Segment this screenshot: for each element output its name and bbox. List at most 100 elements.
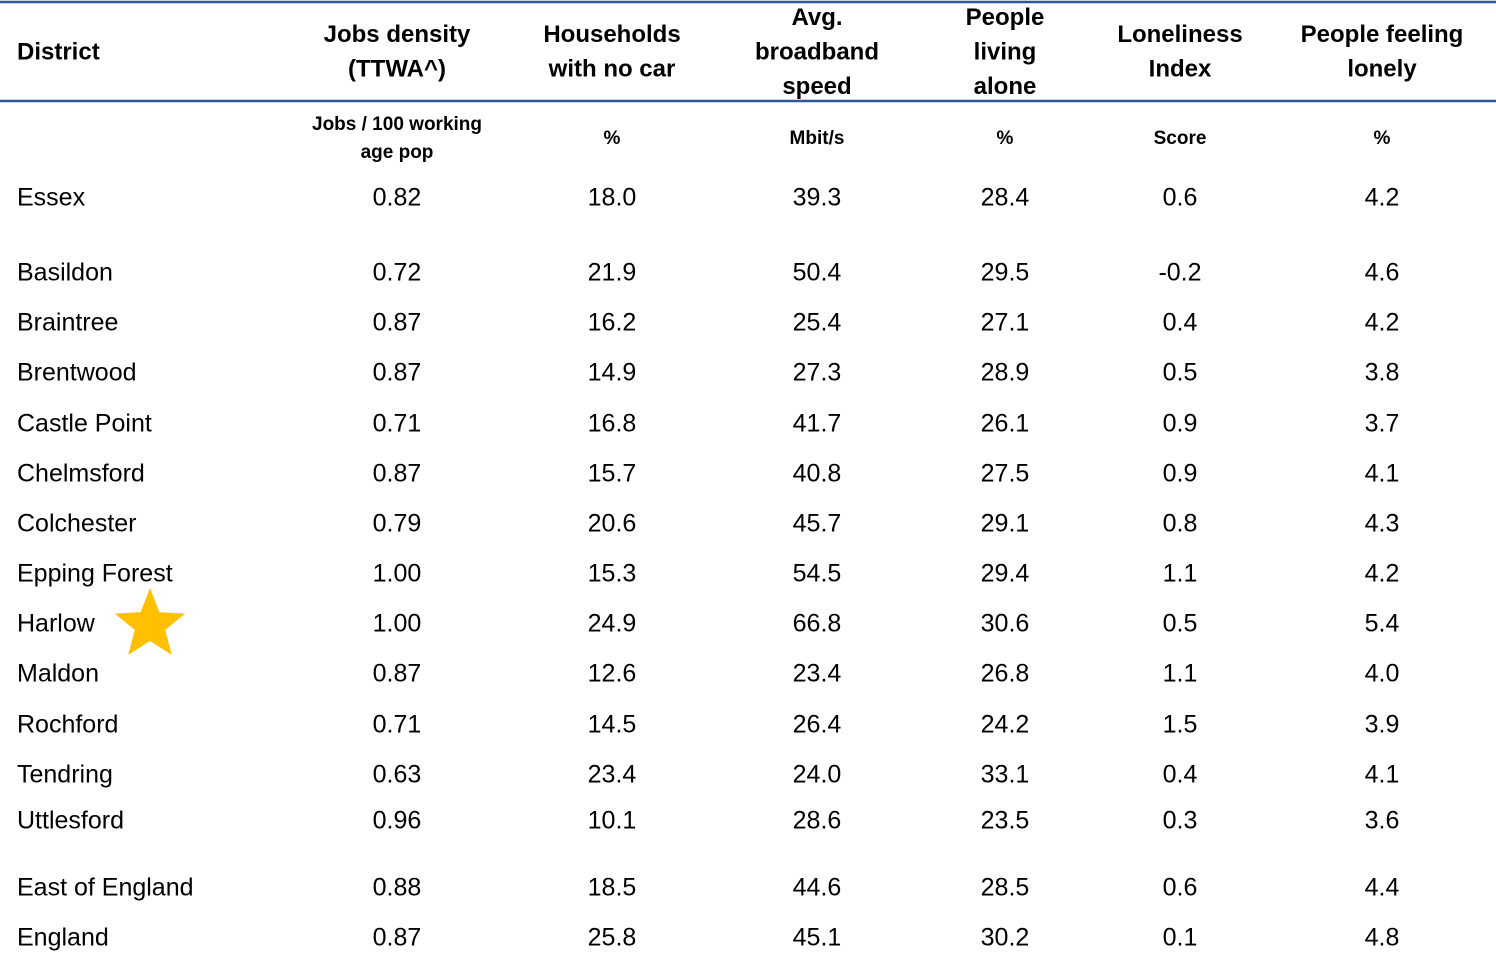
cell: 28.6 — [793, 807, 842, 835]
cell: 0.82 — [373, 184, 422, 212]
cell: 1.5 — [1163, 711, 1198, 739]
cell: 0.5 — [1163, 359, 1198, 387]
cell: 0.71 — [373, 711, 422, 739]
column-header: alone — [974, 73, 1037, 100]
cell: 0.3 — [1163, 807, 1198, 835]
row-label: Essex — [17, 184, 86, 212]
column-header: Jobs density — [324, 21, 471, 48]
cell: 1.1 — [1163, 560, 1198, 588]
column-header: Loneliness — [1117, 21, 1242, 48]
cell: 45.1 — [793, 924, 842, 952]
cell: 4.8 — [1365, 924, 1400, 952]
cell: 23.4 — [588, 761, 637, 789]
column-header: living — [974, 38, 1037, 65]
row-label: England — [17, 924, 109, 952]
cell: 0.6 — [1163, 874, 1198, 902]
cell: 30.2 — [981, 924, 1030, 952]
cell: 0.8 — [1163, 510, 1198, 538]
row-label: Castle Point — [17, 410, 152, 438]
cell: 20.6 — [588, 510, 637, 538]
cell: 0.4 — [1163, 309, 1198, 337]
cell: 3.8 — [1365, 359, 1400, 387]
cell: 26.1 — [981, 410, 1030, 438]
cell: 1.00 — [373, 610, 422, 638]
cell: 0.87 — [373, 660, 422, 688]
cell: 0.87 — [373, 359, 422, 387]
cell: 14.5 — [588, 711, 637, 739]
cell: 4.2 — [1365, 560, 1400, 588]
unit-label: % — [604, 128, 621, 149]
cell: 45.7 — [793, 510, 842, 538]
column-header: lonely — [1347, 56, 1417, 83]
cell: 10.1 — [588, 807, 637, 835]
cell: 4.1 — [1365, 460, 1400, 488]
cell: 24.2 — [981, 711, 1030, 739]
column-header: People feeling — [1301, 21, 1464, 48]
unit-label: Mbit/s — [790, 128, 845, 149]
cell: 4.2 — [1365, 184, 1400, 212]
cell: 29.4 — [981, 560, 1030, 588]
unit-label: Jobs / 100 working — [312, 114, 482, 135]
cell: 0.72 — [373, 259, 422, 287]
row-label: Braintree — [17, 309, 118, 337]
cell: 27.3 — [793, 359, 842, 387]
cell: 29.5 — [981, 259, 1030, 287]
cell: 1.00 — [373, 560, 422, 588]
cell: 30.6 — [981, 610, 1030, 638]
cell: 50.4 — [793, 259, 842, 287]
cell: 21.9 — [588, 259, 637, 287]
cell: 44.6 — [793, 874, 842, 902]
cell: 23.4 — [793, 660, 842, 688]
cell: 4.1 — [1365, 761, 1400, 789]
cell: 15.7 — [588, 460, 637, 488]
column-header: District — [17, 38, 100, 65]
cell: 0.87 — [373, 309, 422, 337]
cell: 23.5 — [981, 807, 1030, 835]
cell: 4.6 — [1365, 259, 1400, 287]
column-header: broadband — [755, 38, 879, 65]
row-label: Rochford — [17, 711, 118, 739]
cell: 4.2 — [1365, 309, 1400, 337]
cell: 26.8 — [981, 660, 1030, 688]
cell: 0.6 — [1163, 184, 1198, 212]
cell: 0.88 — [373, 874, 422, 902]
cell: 0.4 — [1163, 761, 1198, 789]
cell: 3.7 — [1365, 410, 1400, 438]
cell: 33.1 — [981, 761, 1030, 789]
cell: 0.63 — [373, 761, 422, 789]
cell: 0.5 — [1163, 610, 1198, 638]
column-header: Index — [1149, 56, 1212, 83]
row-label: Maldon — [17, 660, 99, 688]
cell: 24.0 — [793, 761, 842, 789]
cell: 0.9 — [1163, 460, 1198, 488]
cell: 16.2 — [588, 309, 637, 337]
unit-label: % — [1374, 128, 1391, 149]
column-header: (TTWA^) — [348, 56, 446, 83]
cell: 0.87 — [373, 924, 422, 952]
cell: 26.4 — [793, 711, 842, 739]
cell: 5.4 — [1365, 610, 1400, 638]
unit-label: age pop — [361, 142, 434, 163]
cell: 25.8 — [588, 924, 637, 952]
cell: 4.4 — [1365, 874, 1400, 902]
cell: -0.2 — [1158, 259, 1201, 287]
cell: 0.87 — [373, 460, 422, 488]
cell: 0.79 — [373, 510, 422, 538]
column-header: speed — [782, 73, 851, 100]
row-label: Epping Forest — [17, 560, 173, 588]
row-label: Brentwood — [17, 359, 137, 387]
cell: 16.8 — [588, 410, 637, 438]
row-label: Tendring — [17, 761, 113, 789]
cell: 0.71 — [373, 410, 422, 438]
cell: 3.6 — [1365, 807, 1400, 835]
row-label: Uttlesford — [17, 807, 124, 835]
cell: 28.5 — [981, 874, 1030, 902]
row-label: East of England — [17, 874, 194, 902]
row-label: Basildon — [17, 259, 113, 287]
row-label: Harlow — [17, 610, 96, 638]
cell: 12.6 — [588, 660, 637, 688]
cell: 4.3 — [1365, 510, 1400, 538]
cell: 15.3 — [588, 560, 637, 588]
unit-label: % — [997, 128, 1014, 149]
